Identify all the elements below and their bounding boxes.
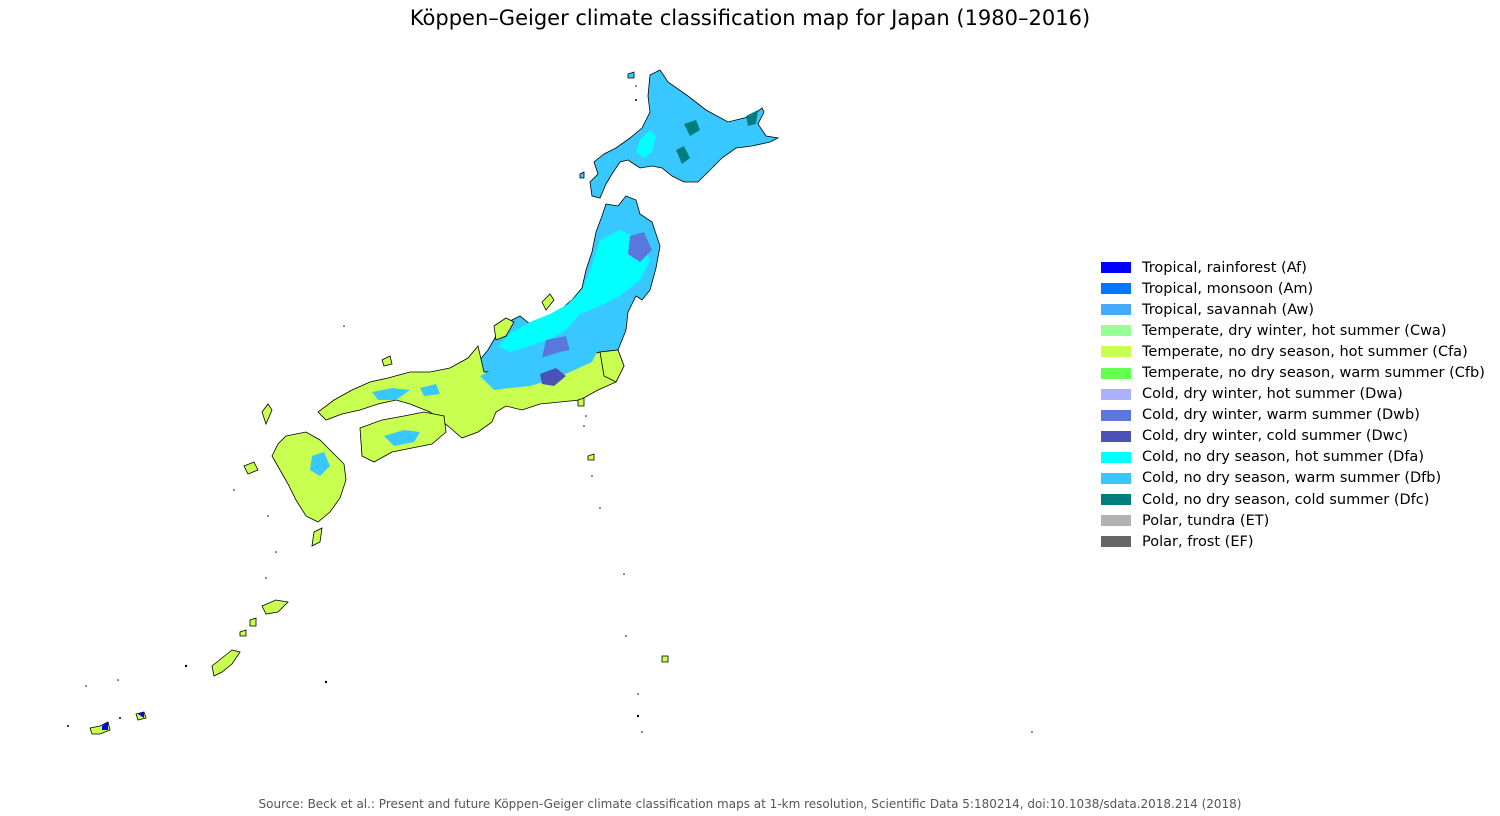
legend-item-cwa: Temperate, dry winter, hot summer (Cwa) — [1101, 320, 1485, 341]
scattered-islets — [67, 85, 1033, 733]
legend-item-dwa: Cold, dry winter, hot summer (Dwa) — [1101, 384, 1485, 405]
legend-item-dwc: Cold, dry winter, cold summer (Dwc) — [1101, 426, 1485, 447]
amami-island — [261, 599, 289, 615]
legend-label: Tropical, rainforest (Af) — [1142, 259, 1307, 276]
legend-swatch — [1101, 346, 1131, 358]
legend-swatch — [1101, 536, 1131, 548]
legend-label: Cold, dry winter, cold summer (Dwc) — [1142, 428, 1409, 445]
noto-peninsula — [493, 317, 515, 341]
legend-swatch — [1101, 325, 1131, 337]
legend-item-dfa: Cold, no dry season, hot summer (Dfa) — [1101, 447, 1485, 468]
legend-label: Cold, dry winter, hot summer (Dwa) — [1142, 386, 1403, 403]
legend-swatch — [1101, 388, 1131, 400]
small-southern-island-1 — [249, 617, 257, 627]
sado-island — [541, 293, 555, 311]
legend-swatch — [1101, 430, 1131, 442]
legend-label: Cold, no dry season, hot summer (Dfa) — [1142, 449, 1424, 466]
legend-item-cfb: Temperate, no dry season, warm summer (C… — [1101, 362, 1485, 383]
small-southern-island-2 — [239, 629, 247, 637]
shikoku-dfb-patch — [384, 430, 420, 446]
legend-swatch — [1101, 451, 1131, 463]
honshu-dwc-patch — [540, 368, 566, 386]
legend-swatch — [1101, 494, 1131, 506]
oki-islands — [381, 355, 393, 367]
okushiri-island — [579, 171, 585, 179]
goto-islands — [243, 461, 259, 475]
legend-label: Polar, frost (EF) — [1142, 533, 1254, 550]
yaeyama-af-patch — [102, 712, 144, 730]
legend-item-ef: Polar, frost (EF) — [1101, 531, 1485, 552]
legend-label: Tropical, savannah (Aw) — [1142, 301, 1315, 318]
legend-label: Cold, dry winter, warm summer (Dwb) — [1142, 407, 1420, 424]
legend-item-et: Polar, tundra (ET) — [1101, 510, 1485, 531]
legend-swatch — [1101, 262, 1131, 274]
legend-item-dwb: Cold, dry winter, warm summer (Dwb) — [1101, 405, 1485, 426]
legend-label: Tropical, monsoon (Am) — [1142, 280, 1314, 297]
rishiri-island — [627, 71, 635, 79]
legend-label: Temperate, no dry season, warm summer (C… — [1142, 365, 1485, 382]
chichijima-island — [661, 655, 669, 663]
tsushima-island — [261, 403, 273, 426]
legend-item-af: Tropical, rainforest (Af) — [1101, 257, 1485, 278]
legend-label: Polar, tundra (ET) — [1142, 512, 1270, 529]
legend-label: Cold, no dry season, cold summer (Dfc) — [1142, 491, 1430, 508]
hachijo-island — [587, 453, 595, 461]
legend-label: Temperate, no dry season, hot summer (Cf… — [1142, 343, 1468, 360]
hokkaido-dfc-patch — [676, 110, 758, 164]
honshu-dfb-belt — [372, 348, 598, 400]
izu-oshima — [577, 397, 585, 407]
legend-label: Cold, no dry season, warm summer (Dfb) — [1142, 470, 1442, 487]
kyushu-dfb-patch — [310, 452, 330, 476]
kyushu-island — [271, 431, 347, 523]
tanegashima-island — [311, 527, 323, 547]
legend-swatch — [1101, 283, 1131, 295]
okinawa-island — [211, 649, 241, 677]
tohoku-dfa-patch — [498, 230, 650, 352]
map-legend: Tropical, rainforest (Af) Tropical, mons… — [1101, 257, 1485, 552]
map-title: Köppen–Geiger climate classification map… — [409, 6, 1091, 30]
legend-swatch — [1101, 472, 1131, 484]
legend-swatch — [1101, 515, 1131, 527]
legend-item-dfb: Cold, no dry season, warm summer (Dfb) — [1101, 468, 1485, 489]
legend-swatch — [1101, 304, 1131, 316]
hokkaido-dfa-patch — [636, 130, 656, 158]
hokkaido-island — [589, 69, 780, 199]
legend-item-aw: Tropical, savannah (Aw) — [1101, 299, 1485, 320]
boso-peninsula — [599, 349, 625, 383]
legend-item-dfc: Cold, no dry season, cold summer (Dfc) — [1101, 489, 1485, 510]
legend-swatch — [1101, 409, 1131, 421]
source-citation: Source: Beck et al.: Present and future … — [258, 797, 1242, 811]
legend-item-cfa: Temperate, no dry season, hot summer (Cf… — [1101, 341, 1485, 362]
legend-swatch — [1101, 367, 1131, 379]
legend-label: Temperate, dry winter, hot summer (Cwa) — [1142, 322, 1447, 339]
legend-item-am: Tropical, monsoon (Am) — [1101, 278, 1485, 299]
